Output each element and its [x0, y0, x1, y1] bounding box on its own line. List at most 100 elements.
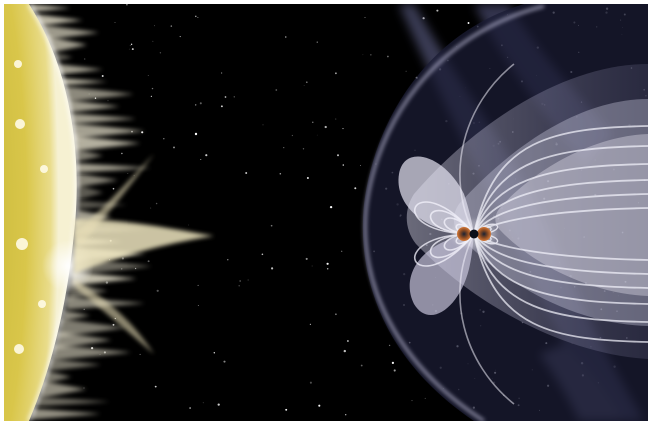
- corona-spike: [62, 99, 120, 114]
- corona-spike: [48, 358, 102, 371]
- star: [152, 40, 154, 42]
- star: [261, 253, 264, 256]
- field-line: [473, 179, 648, 235]
- star: [370, 54, 372, 56]
- star: [411, 400, 413, 402]
- star: [387, 55, 389, 58]
- sun: [4, 4, 214, 421]
- star: [150, 95, 153, 98]
- star: [335, 118, 337, 120]
- star: [238, 285, 240, 287]
- corona-spike: [76, 200, 128, 210]
- star: [205, 154, 208, 157]
- star: [147, 260, 150, 263]
- star: [364, 17, 366, 18]
- star: [342, 128, 344, 130]
- star: [170, 25, 173, 27]
- star: [128, 48, 130, 50]
- star: [227, 259, 229, 261]
- star: [326, 268, 329, 270]
- star: [405, 70, 407, 72]
- corona-spike: [34, 14, 84, 27]
- field-line: [473, 233, 648, 323]
- star: [311, 265, 313, 267]
- star: [393, 369, 396, 372]
- star: [270, 224, 273, 227]
- star: [239, 280, 241, 282]
- star: [247, 279, 249, 281]
- star: [195, 15, 197, 18]
- corona-spike: [68, 122, 146, 140]
- field-line: [473, 163, 648, 235]
- star: [309, 381, 312, 384]
- star: [220, 105, 223, 108]
- star: [189, 407, 191, 409]
- corona-spike: [76, 184, 104, 201]
- star: [130, 43, 133, 45]
- star: [262, 124, 264, 126]
- star: [197, 304, 199, 307]
- corona-spike: [65, 112, 137, 125]
- field-line: [459, 233, 515, 405]
- illustration-svg: [4, 4, 648, 421]
- star: [101, 75, 104, 77]
- star: [147, 74, 149, 77]
- star: [312, 121, 314, 123]
- star: [83, 308, 85, 311]
- star: [151, 87, 154, 90]
- star: [200, 159, 202, 161]
- star: [197, 17, 199, 18]
- star: [220, 72, 223, 74]
- star: [283, 147, 285, 149]
- corona-spike: [39, 24, 99, 41]
- sun-earth-magnetosphere-illustration: [4, 4, 648, 421]
- star: [354, 187, 357, 190]
- star: [126, 4, 128, 6]
- field-line: [414, 233, 475, 267]
- star: [306, 176, 309, 180]
- star: [131, 48, 134, 51]
- star: [342, 164, 345, 166]
- star: [335, 72, 337, 75]
- star: [360, 164, 362, 166]
- star: [195, 104, 197, 106]
- star: [141, 131, 144, 134]
- corona-spike: [30, 4, 71, 13]
- star: [213, 352, 215, 354]
- field-line: [414, 201, 475, 235]
- corona-spike: [35, 396, 110, 407]
- field-line: [473, 233, 648, 343]
- star: [112, 187, 115, 190]
- star: [291, 134, 294, 137]
- star: [316, 41, 318, 43]
- star: [285, 36, 287, 38]
- star: [324, 125, 327, 129]
- star: [326, 262, 329, 265]
- star: [271, 267, 274, 270]
- corona-spike: [55, 77, 108, 86]
- corona-spike: [70, 135, 141, 152]
- star: [343, 349, 346, 353]
- star: [154, 25, 155, 27]
- star: [199, 102, 202, 105]
- star: [424, 397, 426, 399]
- star: [139, 353, 141, 355]
- star: [305, 257, 308, 260]
- star: [154, 385, 157, 388]
- field-line: [473, 233, 648, 289]
- star: [121, 152, 123, 155]
- corona-spike: [63, 310, 91, 321]
- corona-spike: [72, 148, 104, 163]
- star: [173, 146, 175, 149]
- star: [223, 360, 226, 363]
- star: [362, 54, 364, 56]
- corona-spike: [56, 331, 112, 349]
- earth: [452, 220, 496, 248]
- corona-spike: [59, 85, 134, 103]
- field-line: [473, 145, 648, 235]
- sun-disk: [4, 4, 77, 421]
- corona-spike: [40, 380, 87, 399]
- star: [188, 224, 189, 226]
- corona-spike: [31, 408, 101, 420]
